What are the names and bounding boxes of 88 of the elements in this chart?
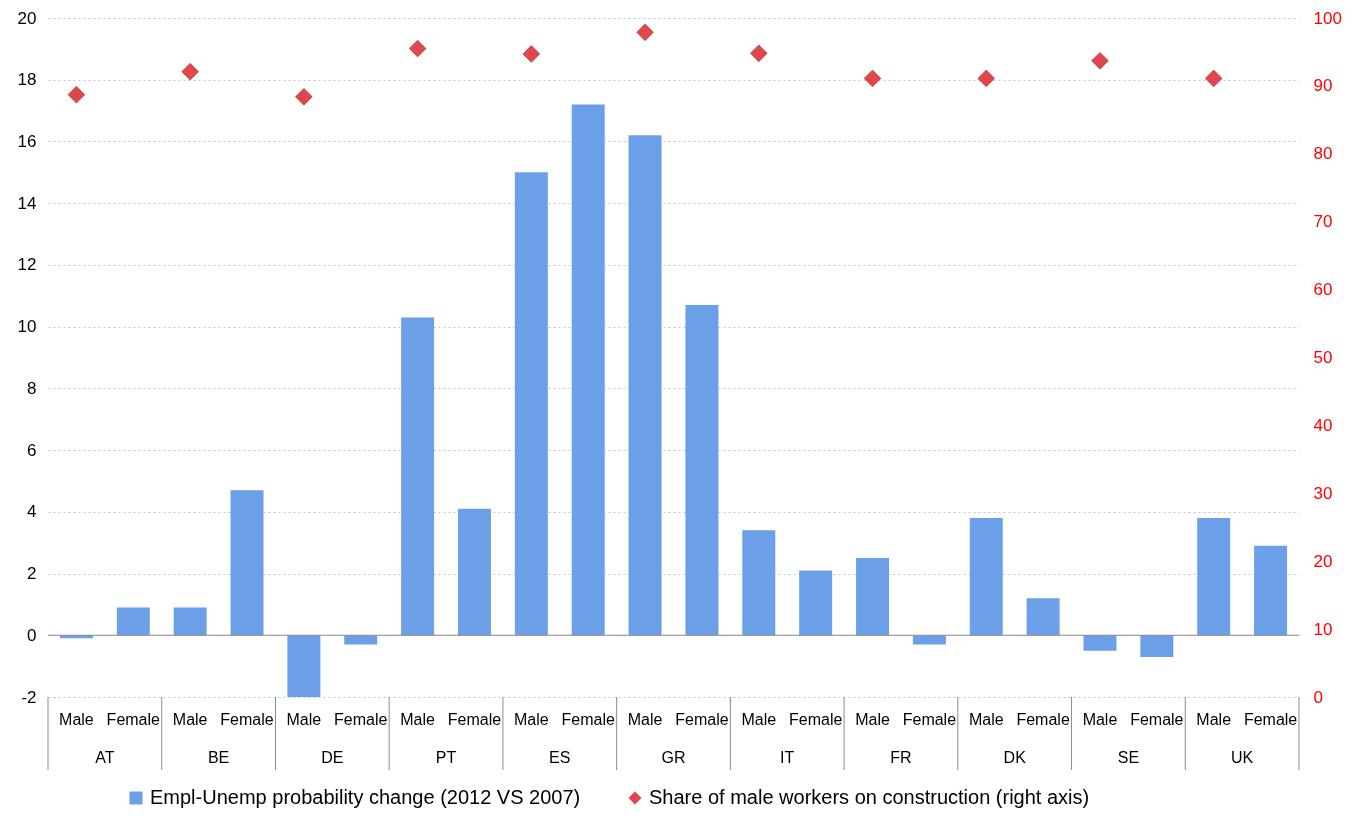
bar	[1197, 517, 1231, 636]
bar	[969, 517, 1003, 636]
y-tick-label: 0	[27, 625, 37, 645]
x-tick-label: Male	[400, 710, 436, 728]
x-tick-label: Male	[1196, 710, 1232, 728]
text: DE	[321, 749, 344, 766]
point	[522, 45, 541, 63]
x-tick-label: Female	[902, 710, 957, 728]
bar	[1140, 635, 1174, 657]
point	[1205, 69, 1223, 88]
x-tick-label: Female	[106, 710, 161, 728]
point	[863, 69, 882, 88]
x-tick-label: Male	[968, 710, 1004, 728]
text: UK	[1231, 749, 1254, 766]
bar	[1083, 635, 1117, 651]
point	[181, 62, 199, 81]
x-tick-label: Male	[172, 710, 208, 728]
y2-tick-label: 80	[1313, 144, 1333, 164]
point	[67, 86, 86, 104]
y2-tick-label: 20	[1313, 551, 1333, 571]
text: IT	[780, 749, 795, 766]
text: FR	[890, 749, 912, 766]
y2-tick-label: 0	[1313, 687, 1323, 707]
x-tick-label: Female	[1016, 710, 1070, 728]
text: BE	[207, 749, 230, 766]
x-tick-label: Male	[514, 710, 549, 728]
y-tick-label: 8	[27, 378, 37, 398]
bar	[685, 305, 719, 636]
y-tick-label: 12	[17, 255, 37, 275]
bar	[514, 172, 548, 636]
text: AT	[95, 749, 115, 766]
x-tick-label: Female	[334, 710, 388, 728]
point	[636, 23, 654, 41]
bar	[230, 490, 264, 636]
text: ES	[549, 749, 571, 766]
bar	[742, 530, 776, 636]
x-tick-label: Female	[447, 710, 502, 728]
point	[1091, 52, 1109, 70]
bar	[571, 104, 605, 636]
bar	[401, 317, 435, 636]
bar	[799, 570, 833, 636]
text: PT	[435, 749, 457, 766]
y-tick-label: 18	[17, 70, 37, 90]
y-tick-label: 20	[17, 8, 37, 28]
point	[750, 44, 768, 62]
x-tick-label: Male	[59, 710, 94, 728]
bar	[457, 508, 491, 636]
bar	[173, 607, 207, 636]
y-tick-label: 2	[27, 564, 37, 584]
y-tick-label: 16	[17, 131, 37, 151]
bar	[856, 558, 890, 636]
legend-label: Share of male workers on construction (right axis)	[649, 786, 1090, 808]
y-tick-label: -2	[21, 687, 37, 707]
x-tick-label: Female	[675, 710, 729, 728]
text: GR	[661, 749, 686, 766]
bar	[1026, 598, 1060, 636]
text: DK	[1003, 749, 1027, 766]
y-tick-label: 4	[27, 502, 37, 522]
y2-tick-label: 100	[1313, 8, 1342, 28]
y2-tick-label: 60	[1313, 280, 1333, 300]
x-tick-label: Male	[741, 710, 777, 728]
y2-tick-label: 90	[1313, 76, 1333, 96]
y-tick-label: 10	[17, 317, 37, 337]
point	[295, 88, 313, 106]
x-tick-label: Female	[1130, 710, 1184, 728]
text: SE	[1117, 749, 1140, 766]
x-tick-label: Male	[627, 710, 663, 728]
x-tick-label: Male	[1082, 710, 1118, 728]
y-tick-label: 14	[17, 193, 37, 213]
x-tick-label: Male	[855, 710, 890, 728]
bar	[1254, 545, 1288, 636]
y-tick-label: 6	[27, 440, 37, 460]
bar	[116, 607, 150, 636]
y2-tick-label: 40	[1313, 415, 1333, 435]
legend-label: Empl-Unemp probability change (2012 VS 2007)	[150, 786, 581, 808]
x-tick-label: Female	[1243, 710, 1298, 728]
x-tick-label: Female	[788, 710, 843, 728]
bar	[287, 635, 321, 697]
x-tick-label: Female	[561, 710, 615, 728]
y2-tick-label: 30	[1313, 483, 1333, 503]
y2-tick-label: 70	[1313, 212, 1333, 232]
y2-tick-label: 10	[1313, 619, 1333, 639]
x-tick-label: Female	[220, 710, 274, 728]
point	[408, 39, 427, 58]
x-tick-label: Male	[286, 710, 322, 728]
y2-tick-label: 50	[1313, 348, 1333, 367]
bar	[628, 135, 662, 636]
point	[977, 69, 995, 88]
